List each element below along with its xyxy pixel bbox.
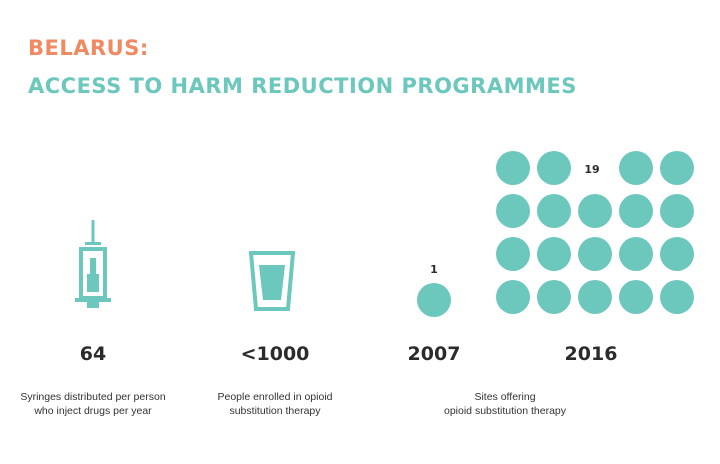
site-dot bbox=[496, 237, 530, 271]
sites-2007-count: 1 bbox=[430, 263, 438, 276]
site-dot bbox=[578, 280, 612, 314]
site-dot bbox=[619, 280, 653, 314]
title-subject: ACCESS TO HARM REDUCTION PROGRAMMES bbox=[28, 74, 577, 98]
syringe-icon bbox=[75, 220, 111, 308]
site-dot bbox=[619, 194, 653, 228]
site-dot bbox=[496, 151, 530, 185]
site-dot bbox=[496, 194, 530, 228]
site-dot bbox=[660, 237, 694, 271]
ost-people-caption: People enrolled in opioid substitution t… bbox=[190, 390, 360, 418]
site-dot bbox=[660, 194, 694, 228]
site-dot bbox=[619, 151, 653, 185]
ost-people-caption-line2: substitution therapy bbox=[229, 405, 321, 418]
year-2007: 2007 bbox=[407, 343, 461, 365]
ost-people-value: <1000 bbox=[240, 343, 310, 365]
site-dot bbox=[660, 280, 694, 314]
syringes-caption-line2: who inject drugs per year bbox=[34, 405, 152, 418]
site-dot bbox=[660, 151, 694, 185]
site-dot bbox=[496, 280, 530, 314]
site-dot bbox=[537, 151, 571, 185]
year-2016: 2016 bbox=[564, 343, 618, 365]
site-dot bbox=[417, 283, 451, 317]
site-dot bbox=[578, 194, 612, 228]
syringes-caption-line1: Syringes distributed per person bbox=[20, 391, 166, 403]
sites-caption: Sites offering opioid substitution thera… bbox=[420, 390, 590, 418]
cup-icon bbox=[248, 251, 296, 311]
site-dot bbox=[578, 237, 612, 271]
syringes-caption: Syringes distributed per person who inje… bbox=[8, 390, 178, 418]
ost-people-caption-line1: People enrolled in opioid bbox=[217, 391, 333, 403]
title-country: BELARUS: bbox=[28, 36, 149, 60]
site-dot bbox=[537, 237, 571, 271]
sites-caption-line2: opioid substitution therapy bbox=[444, 405, 566, 418]
site-dot bbox=[619, 237, 653, 271]
syringes-value: 64 bbox=[79, 343, 107, 365]
site-dot bbox=[537, 194, 571, 228]
sites-caption-line1: Sites offering bbox=[474, 391, 536, 403]
sites-2016-count: 19 bbox=[584, 163, 600, 176]
site-dot bbox=[537, 280, 571, 314]
